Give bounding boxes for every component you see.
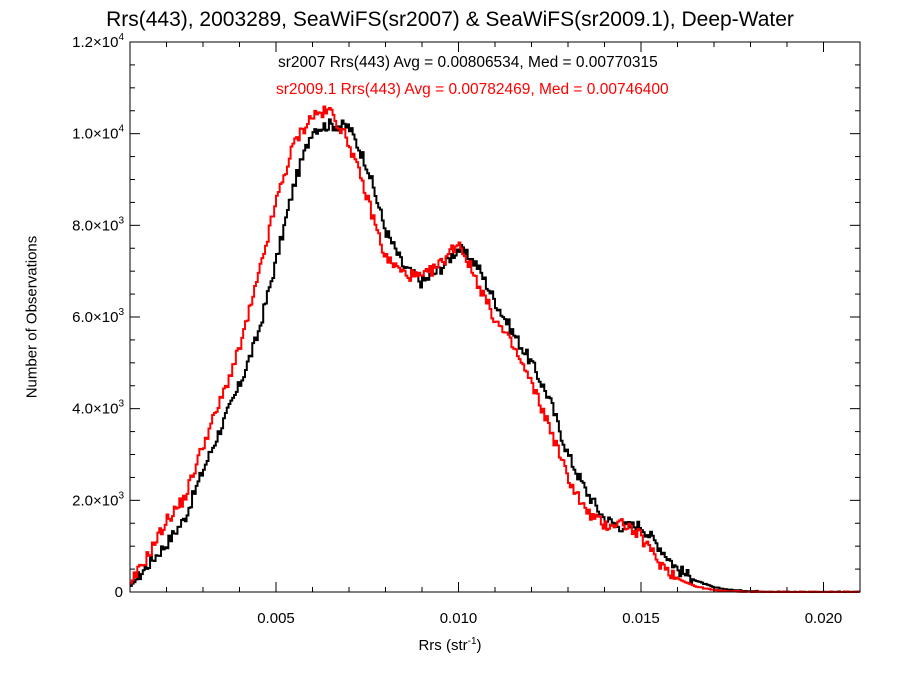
y-tick-label: 0 — [115, 584, 123, 601]
y-tick-label: 2.0×103 — [72, 490, 124, 509]
x-tick-label: 0.020 — [805, 610, 843, 627]
y-axis-label: Number of Observations — [23, 235, 41, 399]
y-tick-label: 1.0×104 — [72, 124, 124, 143]
y-tick-label: 1.2×104 — [72, 32, 124, 51]
x-axis-label-exponent: -1 — [467, 636, 477, 647]
plot-frame — [129, 41, 861, 593]
series-line-sr2009.1 — [130, 105, 860, 593]
y-tick-label: 4.0×103 — [72, 399, 124, 418]
x-tick-label: 0.015 — [622, 610, 660, 627]
chart-title: Rrs(443), 2003289, SeaWiFS(sr2007) & Sea… — [106, 8, 794, 31]
x-axis-label-close: ) — [476, 637, 482, 654]
x-axis-label-text: Rrs (str — [418, 637, 468, 654]
y-tick-label: 6.0×103 — [72, 307, 124, 326]
annotation-sr2009-stats: sr2009.1 Rrs(443) Avg = 0.00782469, Med … — [276, 81, 669, 98]
series-line-sr2007 — [130, 118, 860, 593]
annotation-sr2007-stats: sr2007 Rrs(443) Avg = 0.00806534, Med = … — [278, 54, 658, 71]
x-tick-label: 0.005 — [257, 610, 295, 627]
y-tick-label: 8.0×103 — [72, 215, 124, 234]
x-tick-label: 0.010 — [440, 610, 478, 627]
x-axis-label: Rrs (str-1) — [0, 636, 900, 654]
